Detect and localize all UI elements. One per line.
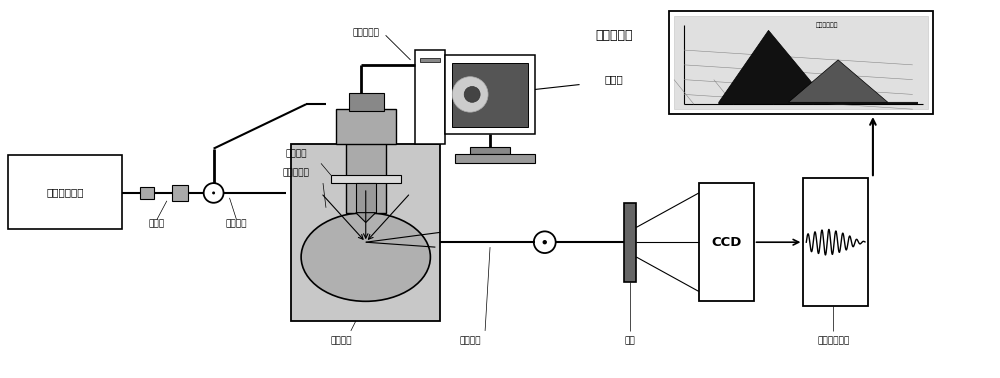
Bar <box>336 109 396 144</box>
Text: 激发光纤: 激发光纤 <box>226 220 247 229</box>
Bar <box>669 11 933 114</box>
Text: 光栏: 光栏 <box>625 336 636 345</box>
Polygon shape <box>788 60 888 102</box>
Bar <box>291 144 440 321</box>
Bar <box>674 15 928 109</box>
Text: CCD: CCD <box>711 236 741 249</box>
Bar <box>356 183 376 213</box>
Bar <box>452 63 528 127</box>
Bar <box>415 50 445 144</box>
Text: 二维荧光光谱: 二维荧光光谱 <box>817 336 849 345</box>
Ellipse shape <box>301 213 430 301</box>
Bar <box>172 185 188 201</box>
Circle shape <box>543 241 546 244</box>
Bar <box>140 187 154 199</box>
Text: 显微摄: 显微摄 <box>605 74 624 85</box>
Bar <box>470 147 510 153</box>
Polygon shape <box>719 30 918 104</box>
Bar <box>624 203 636 282</box>
Polygon shape <box>356 213 376 223</box>
Bar <box>420 58 440 62</box>
Circle shape <box>452 77 488 112</box>
Text: 椭球样品池: 椭球样品池 <box>283 169 310 178</box>
Text: 显微摄像机: 显微摄像机 <box>352 28 379 37</box>
Text: 二维荧光光谱: 二维荧光光谱 <box>816 23 838 28</box>
Bar <box>803 178 868 306</box>
Bar <box>346 139 386 213</box>
Bar <box>349 93 384 111</box>
Bar <box>445 55 535 134</box>
Circle shape <box>212 192 215 194</box>
Bar <box>331 175 401 183</box>
Circle shape <box>464 87 480 102</box>
Text: 荧光全光谱: 荧光全光谱 <box>596 29 633 42</box>
Text: 样品平台: 样品平台 <box>285 149 307 158</box>
Bar <box>455 153 535 163</box>
Text: 可调谐激光器: 可调谐激光器 <box>46 187 84 197</box>
Bar <box>8 155 122 229</box>
Bar <box>699 183 754 301</box>
Text: 耦合器: 耦合器 <box>149 220 165 229</box>
Text: 耦合透镜: 耦合透镜 <box>330 336 352 345</box>
Text: 荧光光纤: 荧光光纤 <box>459 336 481 345</box>
